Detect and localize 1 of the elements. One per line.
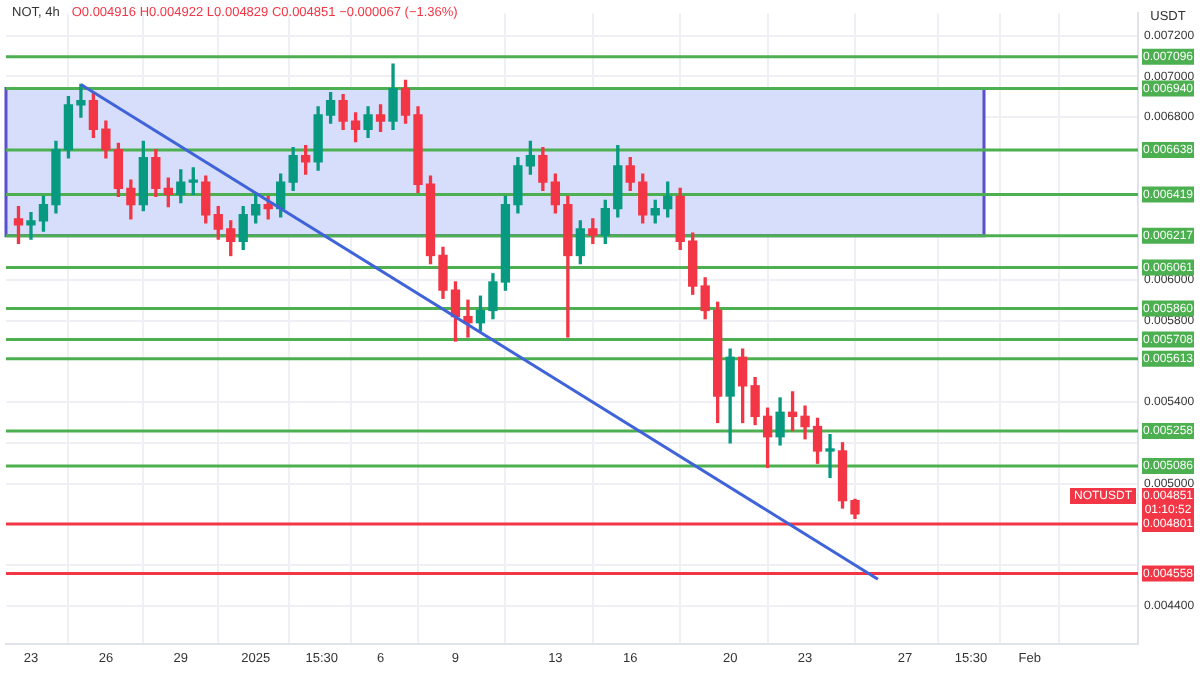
candlestick: [825, 434, 835, 479]
